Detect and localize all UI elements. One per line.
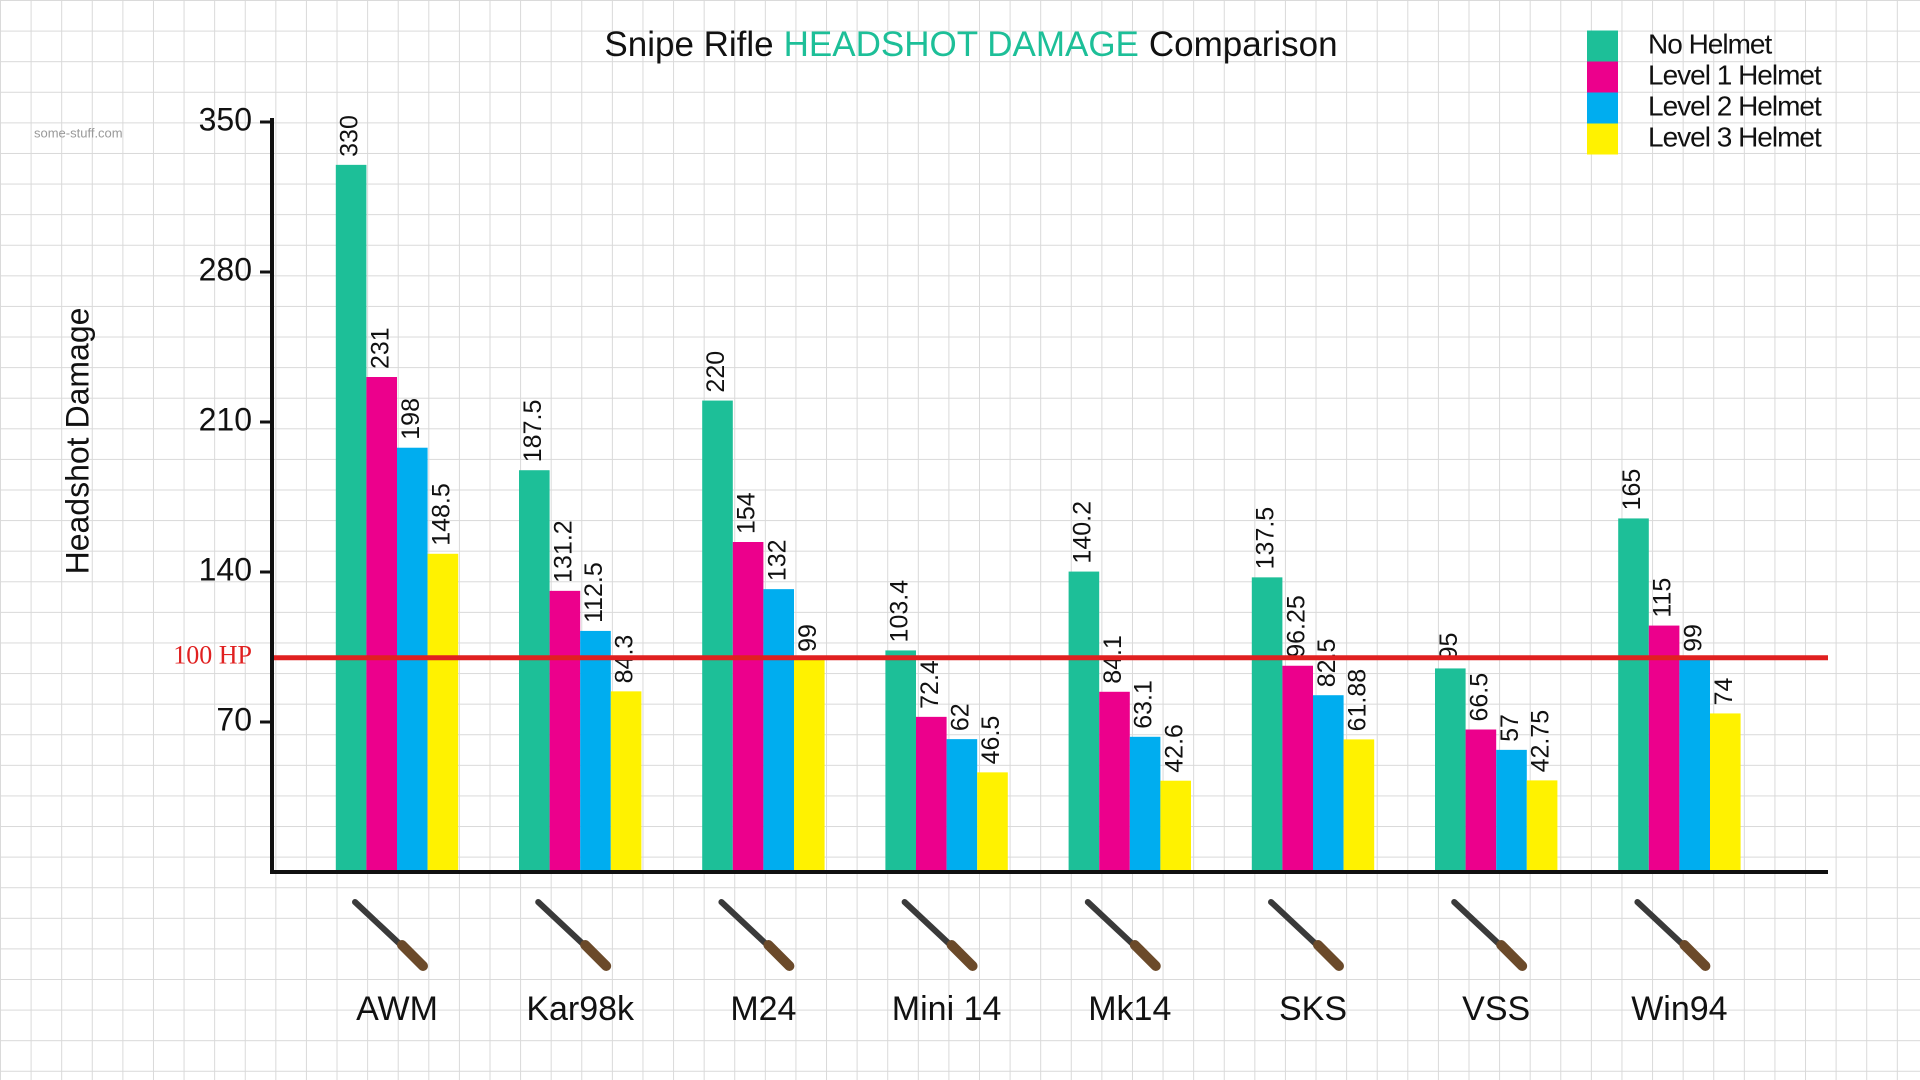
x-tick-label: SKS — [1279, 990, 1347, 1028]
bar — [335, 164, 367, 872]
x-tick-label: Mini 14 — [892, 990, 1002, 1028]
x-tick-label: VSS — [1462, 990, 1530, 1028]
y-tick-label: 210 — [199, 401, 252, 437]
bar — [702, 400, 733, 872]
data-label: 231 — [366, 327, 394, 369]
bar — [1465, 729, 1497, 872]
data-label: 115 — [1649, 578, 1677, 618]
bar — [1129, 736, 1161, 872]
data-label: 103.4 — [885, 580, 913, 643]
data-label: 131.2 — [550, 520, 578, 583]
data-label: 62 — [947, 703, 975, 731]
y-tick-label: 70 — [216, 701, 252, 737]
watermark: some-stuff.com — [34, 125, 123, 140]
data-label: 96.25 — [1282, 595, 1310, 658]
legend-swatch — [1587, 123, 1618, 155]
bar — [946, 739, 978, 872]
bar — [1648, 625, 1680, 872]
bar — [732, 542, 764, 872]
data-label: 148.5 — [428, 483, 456, 546]
data-label: 42.6 — [1160, 724, 1188, 773]
reference-label: 100 HP — [173, 641, 252, 670]
bar — [1526, 780, 1558, 872]
bar — [1313, 695, 1344, 872]
rifle-icon — [763, 940, 795, 971]
title-part: Snipe Rifle — [604, 25, 773, 64]
legend-swatch — [1587, 92, 1618, 124]
bar — [763, 589, 794, 872]
bar — [549, 590, 581, 872]
title-highlight: HEADSHOT DAMAGE — [784, 25, 1139, 64]
bar — [1099, 691, 1130, 872]
data-label: 82.5 — [1313, 639, 1341, 688]
data-label: 74 — [1710, 678, 1738, 706]
bar — [610, 691, 642, 872]
bar — [885, 650, 916, 872]
legend-label: Level 2 Helmet — [1648, 90, 1822, 121]
data-label: 132 — [763, 539, 791, 581]
title-part: Comparison — [1149, 25, 1338, 64]
y-tick-label: 140 — [199, 551, 252, 587]
bar — [1618, 518, 1649, 872]
legend-label: Level 3 Helmet — [1648, 121, 1822, 152]
data-label: 165 — [1618, 469, 1646, 511]
rifle-icon — [1313, 940, 1344, 971]
data-label: 46.5 — [977, 716, 1005, 765]
bar — [977, 772, 1008, 872]
bar — [1282, 665, 1313, 872]
bar — [916, 716, 947, 872]
data-label: 66.5 — [1466, 673, 1494, 722]
data-label: 187.5 — [519, 400, 547, 463]
x-tick-label: M24 — [730, 990, 796, 1028]
y-tick-label: 350 — [199, 101, 252, 137]
bar — [1251, 577, 1283, 872]
data-label: 330 — [336, 115, 364, 157]
x-tick-label: AWM — [356, 990, 438, 1028]
chart-title: Snipe Rifle HEADSHOT DAMAGE Comparison — [604, 25, 1337, 64]
x-tick-label: Kar98k — [526, 990, 635, 1028]
data-label: 72.4 — [916, 660, 944, 709]
rifle-icon — [1496, 940, 1528, 971]
bar — [794, 659, 825, 872]
data-label: 99 — [794, 624, 822, 652]
legend-swatch — [1587, 30, 1618, 62]
data-label: 112.5 — [580, 562, 608, 623]
data-label: 154 — [733, 492, 761, 534]
data-label: 140.2 — [1069, 501, 1097, 564]
bar — [1679, 659, 1710, 872]
y-axis-label: Headshot Damage — [59, 308, 95, 575]
legend-swatch — [1587, 61, 1618, 93]
bar — [1343, 739, 1375, 872]
data-label: 220 — [702, 351, 730, 393]
legend-label: Level 1 Helmet — [1648, 59, 1822, 90]
data-label: 99 — [1679, 624, 1707, 652]
bar — [1160, 780, 1191, 872]
bar — [1496, 749, 1527, 872]
bar — [366, 377, 397, 872]
x-tick-label: Mk14 — [1088, 990, 1171, 1028]
bar — [519, 470, 550, 872]
rifle-icon — [1129, 940, 1161, 971]
data-label: 57 — [1496, 714, 1524, 742]
rifle-icon — [1679, 940, 1711, 971]
bar — [1710, 713, 1741, 872]
bar — [1068, 571, 1100, 872]
data-label: 42.75 — [1527, 710, 1555, 773]
data-label: 61.88 — [1344, 669, 1372, 732]
bar — [1435, 668, 1466, 872]
data-label: 198 — [397, 398, 425, 440]
legend-label: No Helmet — [1648, 28, 1772, 59]
rifle-icon — [580, 940, 612, 971]
y-tick-label: 280 — [199, 251, 252, 287]
data-label: 137.5 — [1252, 507, 1280, 570]
data-label: 63.1 — [1130, 680, 1158, 729]
bar — [580, 630, 611, 872]
rifle-icon — [397, 940, 428, 971]
rifle-icon — [946, 940, 978, 971]
bar — [427, 553, 459, 872]
x-tick-label: Win94 — [1631, 990, 1727, 1028]
